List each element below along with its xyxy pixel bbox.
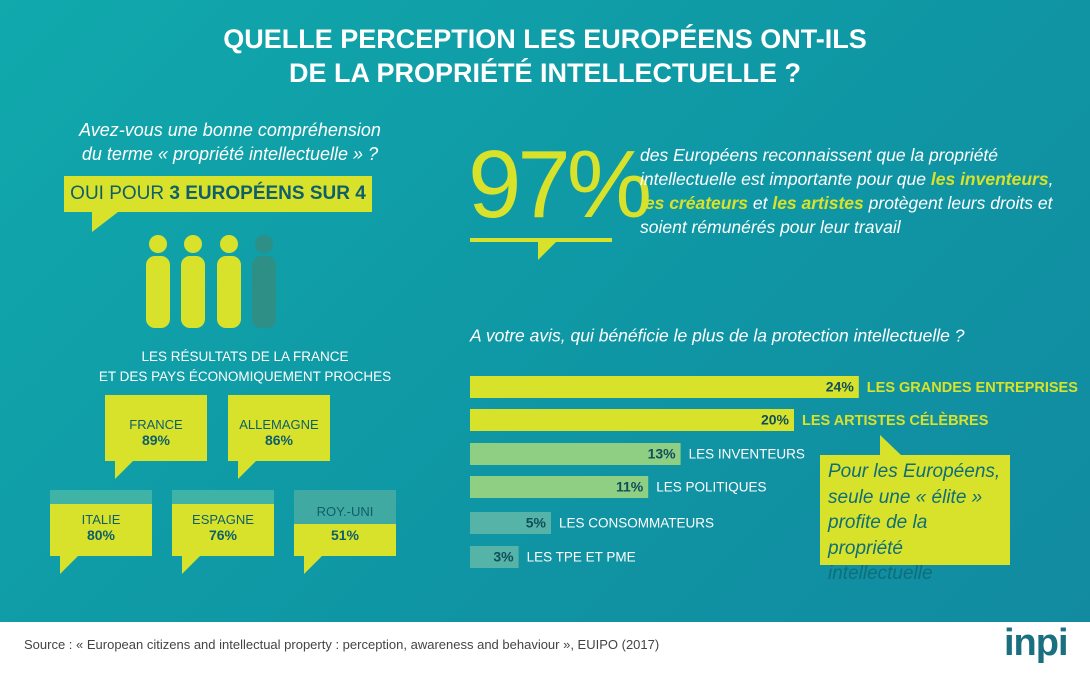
badge-tail (92, 212, 118, 232)
source: Source : « European citizens and intelle… (24, 637, 659, 652)
category-label: LES TPE ET PME (527, 550, 636, 565)
people-icon (146, 235, 276, 328)
value-label: 3% (493, 549, 514, 565)
callout: Pour les Européens, seule une « élite » … (820, 455, 1010, 565)
big-number: 97% (468, 130, 648, 240)
category-label: LES ARTISTES CÉLÈBRES (802, 412, 989, 429)
callout-line: profite de la propriété (828, 510, 1002, 561)
callout-line: seule une « élite » (828, 485, 1002, 511)
emphasis: les artistes (772, 193, 863, 213)
chart-title: A votre avis, qui bénéficie le plus de l… (469, 326, 965, 346)
value-label: 24% (826, 379, 855, 395)
emphasis: les créateurs (640, 193, 748, 213)
category-label: LES INVENTEURS (689, 447, 805, 462)
category-label: LES CONSOMMATEURS (559, 516, 714, 531)
text: , (1049, 169, 1059, 189)
value-label: 11% (616, 479, 644, 495)
underline (470, 238, 612, 242)
emphasis: les inventeurs (931, 169, 1049, 189)
highlight-text: des Européens reconnaissent que la propr… (640, 143, 1060, 239)
bar (470, 409, 794, 431)
callout-line: intellectuelle (828, 561, 1002, 587)
highlight-tail (538, 242, 556, 260)
value-label: 5% (526, 515, 547, 531)
value-label: 20% (761, 412, 790, 428)
category-label: LES GRANDES ENTREPRISES (867, 380, 1078, 396)
bar (470, 376, 859, 398)
callout-line: Pour les Européens, (828, 459, 1002, 485)
text: et (748, 193, 772, 213)
category-label: LES POLITIQUES (656, 480, 766, 495)
logo: inpi (1004, 622, 1068, 665)
value-label: 13% (648, 446, 677, 462)
